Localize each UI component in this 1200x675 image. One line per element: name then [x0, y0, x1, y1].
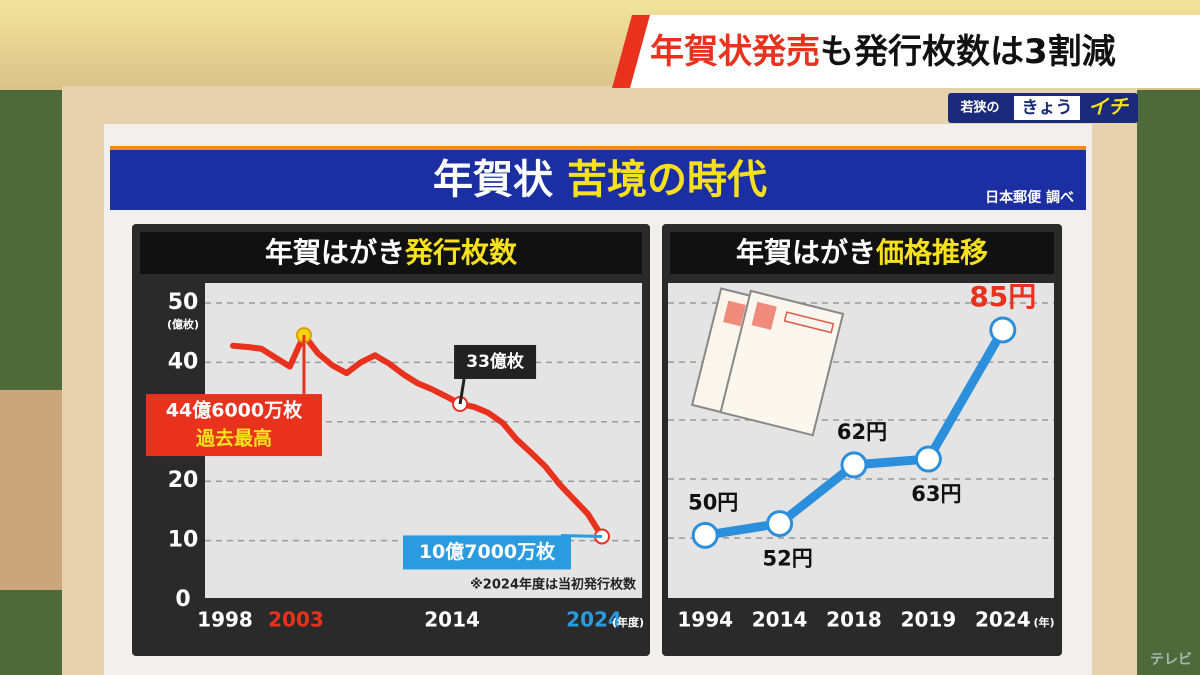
source: 日本郵便 調べ: [985, 189, 1074, 206]
x-tick-label: 2024: [975, 608, 1031, 632]
y-tick-label: 40: [168, 349, 199, 374]
headline-accent: [612, 15, 650, 88]
wood-shelf: [0, 390, 70, 590]
x-tick-label: 2003: [268, 608, 324, 632]
point-marker: [840, 451, 868, 479]
title-accent: [110, 146, 1086, 150]
value-label: 50円: [688, 490, 738, 514]
callout-box: [454, 344, 537, 379]
right-panel-title-bar: [670, 232, 1054, 274]
headline-box: [612, 15, 1200, 88]
panel-title-part: 年賀はがき: [736, 236, 876, 269]
headline-part: 年賀状発売: [650, 32, 820, 72]
logo-part: きょう: [1022, 98, 1073, 118]
postcard-illustration: [690, 287, 845, 437]
board-title-part: 年賀状: [433, 157, 554, 203]
point-marker: [914, 445, 942, 473]
callout-text: 過去最高: [196, 427, 272, 450]
y-tick-label: 10: [168, 528, 199, 553]
panel-title: 年賀はがき発行枚数: [265, 236, 518, 269]
logo-part: イチ: [1088, 95, 1130, 119]
x-unit: (年度): [612, 615, 644, 629]
panel-title-part: 発行枚数: [404, 236, 518, 269]
x-tick-label: 2019: [901, 608, 957, 632]
point-marker: [691, 521, 719, 549]
x-tick-label: 1998: [197, 608, 253, 632]
x-tick-label: 2014: [752, 608, 808, 632]
y-tick-label: 50: [168, 290, 199, 315]
value-label: 62円: [837, 420, 887, 444]
title-bar: [110, 150, 1086, 210]
y-unit: (億枚): [167, 317, 199, 331]
callout-leader: [458, 378, 466, 405]
y-tick-label: 20: [168, 468, 199, 493]
value-label: 63円: [911, 482, 961, 506]
panel-title-part: 価格推移: [875, 236, 988, 269]
watermark: テレビ: [1150, 652, 1192, 668]
logo-part: 若狭の: [959, 100, 999, 116]
x-tick-label: 2024: [566, 608, 622, 632]
x-tick-label: 2018: [826, 608, 882, 632]
point-marker: [766, 510, 794, 538]
left-panel-title-bar: [140, 232, 642, 274]
note: ※2024年度は当初発行枚数: [470, 577, 637, 593]
callout-text: 10億7000万枚: [419, 540, 556, 563]
value-label: 52円: [762, 547, 812, 571]
panel-title-part: 年賀はがき: [265, 236, 405, 269]
x-tick-label: 2014: [424, 608, 480, 632]
x-unit: (年): [1033, 615, 1054, 629]
right-grid: [668, 302, 1054, 539]
callout-text: 33億枚: [466, 351, 525, 372]
headline: 年賀状発売も発行枚数は3割減: [650, 32, 1116, 72]
y-tick-label: 0: [175, 587, 190, 612]
board-title: 年賀状 苦境の時代: [433, 157, 767, 203]
callout-text: 44億6000万枚: [166, 399, 303, 422]
point-marker: [989, 316, 1017, 344]
headline-part: も発行枚数は3割減: [820, 32, 1116, 72]
panel-title: 年賀はがき価格推移: [736, 236, 988, 269]
callout-box: [403, 535, 571, 570]
x-tick-label: 1994: [677, 608, 733, 632]
callout-box: [145, 394, 322, 457]
data-line: [230, 332, 605, 540]
logo: 若狭の きょう イチ: [948, 93, 1138, 123]
value-label: 85円: [969, 280, 1036, 313]
board-title-part: 苦境の時代: [567, 157, 767, 203]
